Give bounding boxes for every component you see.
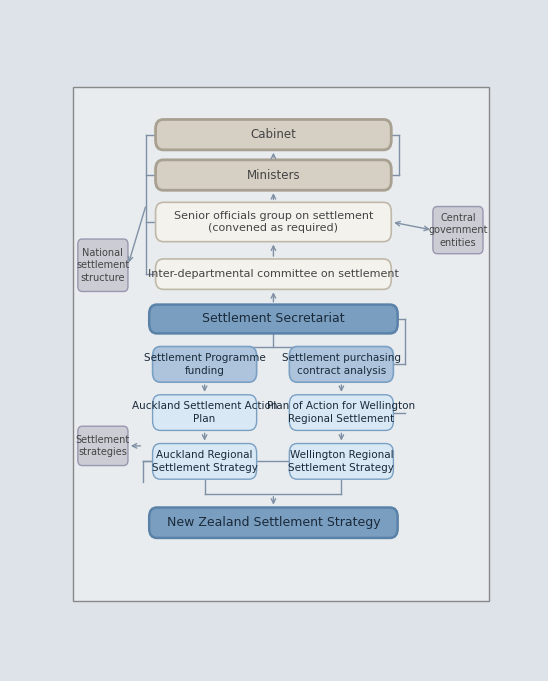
Text: Plan of Action for Wellington
Regional Settlement: Plan of Action for Wellington Regional S…	[267, 401, 415, 424]
Text: National
settlement
structure: National settlement structure	[76, 248, 129, 283]
FancyBboxPatch shape	[289, 443, 393, 479]
Text: Settlement
strategies: Settlement strategies	[76, 434, 130, 457]
Text: Cabinet: Cabinet	[250, 128, 296, 141]
FancyBboxPatch shape	[78, 426, 128, 466]
Text: Settlement purchasing
contract analysis: Settlement purchasing contract analysis	[282, 353, 401, 375]
Text: Central
government
entities: Central government entities	[428, 212, 488, 247]
FancyBboxPatch shape	[152, 395, 256, 430]
Text: Wellington Regional
Settlement Strategy: Wellington Regional Settlement Strategy	[288, 450, 395, 473]
Text: New Zealand Settlement Strategy: New Zealand Settlement Strategy	[167, 516, 380, 529]
Text: Auckland Regional
Settlement Strategy: Auckland Regional Settlement Strategy	[152, 450, 258, 473]
FancyBboxPatch shape	[73, 87, 489, 601]
FancyBboxPatch shape	[149, 507, 398, 538]
Text: Ministers: Ministers	[247, 169, 300, 182]
Text: Senior officials group on settlement
(convened as required): Senior officials group on settlement (co…	[174, 211, 373, 233]
FancyBboxPatch shape	[152, 347, 256, 382]
FancyBboxPatch shape	[156, 160, 391, 190]
FancyBboxPatch shape	[152, 443, 256, 479]
FancyBboxPatch shape	[433, 206, 483, 254]
FancyBboxPatch shape	[156, 259, 391, 289]
FancyBboxPatch shape	[156, 119, 391, 150]
FancyBboxPatch shape	[78, 239, 128, 291]
Text: Settlement Programme
funding: Settlement Programme funding	[144, 353, 265, 375]
FancyBboxPatch shape	[156, 202, 391, 242]
Text: Inter-departmental committee on settlement: Inter-departmental committee on settleme…	[148, 269, 399, 279]
Text: Settlement Secretariat: Settlement Secretariat	[202, 313, 345, 326]
FancyBboxPatch shape	[149, 304, 398, 334]
Text: Auckland Settlement Action
Plan: Auckland Settlement Action Plan	[132, 401, 277, 424]
FancyBboxPatch shape	[289, 395, 393, 430]
FancyBboxPatch shape	[289, 347, 393, 382]
